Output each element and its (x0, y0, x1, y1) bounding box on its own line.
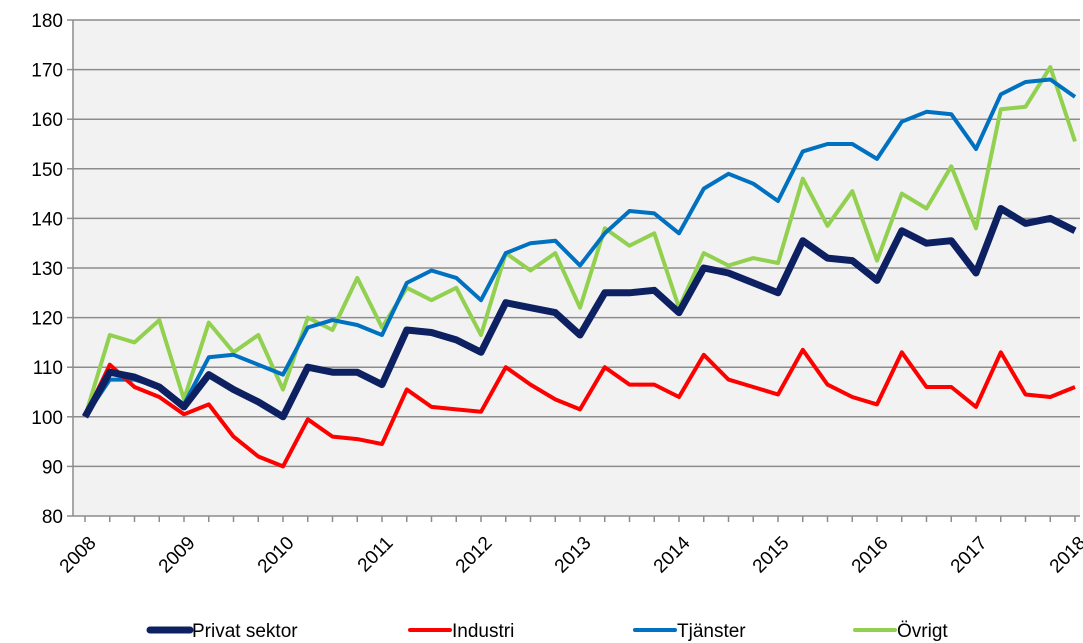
x-tick-label: 2014 (650, 532, 695, 577)
y-tick-label: 180 (31, 11, 63, 32)
x-tick-label: 2012 (452, 533, 497, 578)
x-tick-label: 2013 (551, 533, 596, 578)
y-tick-label: 170 (31, 61, 63, 82)
x-tick-label: 2017 (947, 533, 992, 578)
y-tick-label: 80 (42, 507, 63, 528)
y-tick-label: 100 (31, 408, 63, 429)
legend-item: Övrigt (853, 621, 948, 642)
y-tick-label: 150 (31, 160, 63, 181)
y-tick-label: 110 (33, 358, 63, 379)
y-tick-label: 160 (31, 110, 63, 131)
y-tick-label: 130 (31, 259, 63, 280)
series-line (83, 65, 1077, 418)
legend-label: Privat sektor (192, 621, 298, 642)
y-tick-label: 140 (31, 209, 63, 230)
series-line (83, 77, 1077, 418)
legend-item: Industri (408, 621, 514, 642)
legend-label: Industri (452, 621, 514, 642)
x-tick-label: 2010 (254, 533, 299, 578)
legend-label: Tjänster (677, 621, 746, 642)
y-tick-label: 90 (42, 457, 63, 478)
x-tick-label: 2018 (1046, 533, 1083, 578)
legend-label: Övrigt (897, 621, 948, 642)
x-tick-label: 2011 (354, 533, 398, 577)
x-tick-label: 2015 (749, 533, 794, 578)
x-tick-label: 2008 (56, 533, 101, 578)
x-tick-label: 2016 (848, 533, 893, 578)
legend-item: Privat sektor (146, 621, 298, 642)
series-line (81, 205, 1077, 421)
x-tick-label: 2009 (155, 533, 200, 578)
y-tick-label: 120 (31, 309, 63, 330)
legend-item: Tjänster (633, 621, 746, 642)
series-line (83, 347, 1076, 469)
